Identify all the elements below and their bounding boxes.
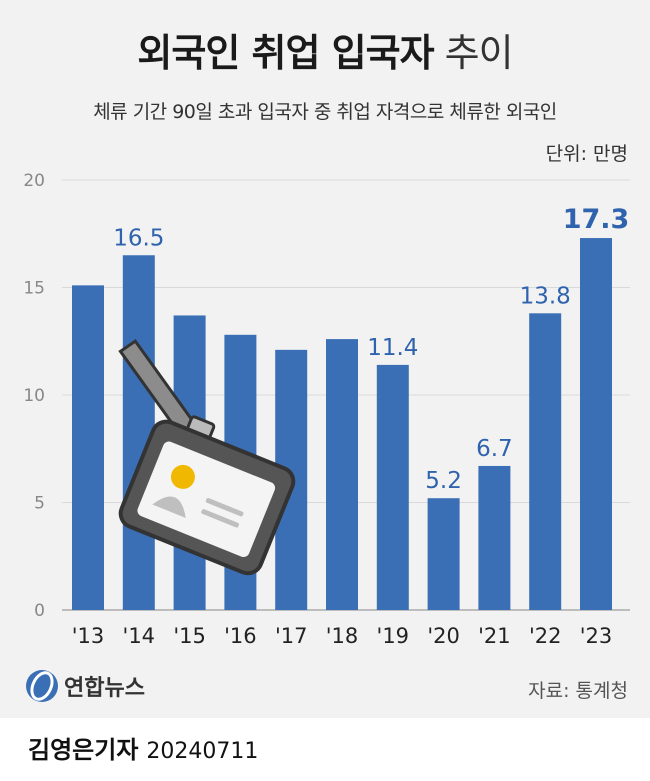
x-tick-label: '21 [478, 624, 511, 648]
bar-8 [478, 465, 511, 610]
yonhap-logo: 연합뉴스 [24, 666, 145, 706]
data-label: 17.3 [563, 204, 630, 235]
id-badge-illustration [118, 339, 296, 576]
x-tick-label: '23 [580, 624, 613, 648]
bar-0 [72, 285, 104, 610]
data-label: 13.8 [520, 283, 571, 309]
x-tick-label: '20 [427, 624, 460, 648]
publish-date: 20240711 [146, 739, 259, 764]
data-label: 11.4 [367, 335, 418, 361]
y-tick-label: 0 [34, 601, 45, 621]
bar-9 [529, 313, 562, 610]
y-tick-label: 15 [23, 279, 45, 299]
title-main: 외국인 취업 입국자 [137, 31, 434, 75]
reporter-name: 김영은기자 [28, 736, 139, 764]
source-label: 자료: 통계청 [528, 680, 628, 702]
bar-7 [427, 498, 460, 610]
logo-text: 연합뉴스 [64, 676, 145, 701]
reporter-credit: 김영은기자 20240711 [28, 730, 258, 765]
x-tick-label: '19 [377, 624, 410, 648]
person-body-icon [152, 496, 186, 518]
chart-title: 외국인 취업 입국자 추이 [0, 22, 650, 77]
badge-text-line [201, 509, 239, 528]
bar-5 [326, 339, 358, 610]
y-tick-label: 5 [34, 494, 45, 514]
x-tick-label: '13 [72, 624, 105, 648]
data-label: 5.2 [425, 468, 462, 494]
bar-10 [580, 238, 612, 611]
x-tick-label: '22 [529, 624, 562, 648]
x-tick-label: '17 [275, 624, 308, 648]
x-tick-label: '15 [173, 624, 206, 648]
bar-6 [376, 364, 409, 610]
title-light: 추이 [433, 31, 514, 75]
x-tick-label: '18 [326, 624, 359, 648]
y-tick-label: 20 [23, 171, 45, 191]
footer: 김영은기자 20240711 [0, 718, 650, 781]
y-tick-label: 10 [23, 386, 45, 406]
bar-1 [122, 255, 155, 610]
yonhap-logo-icon [26, 670, 58, 702]
bar-chart: 0 5 10 15 20 '13 '14 16.5 '15 '16 '17 '18 '19 11.4 '20… [23, 171, 630, 648]
x-tick-label: '14 [123, 624, 156, 648]
data-label: 6.7 [476, 436, 513, 462]
badge-text-line [205, 498, 244, 517]
chart-subtitle: 체류 기간 90일 초과 입국자 중 취업 자격으로 체류한 외국인 [93, 101, 557, 123]
x-tick-label: '16 [224, 624, 257, 648]
person-head-icon [170, 464, 195, 489]
unit-label: 단위: 만명 [545, 143, 628, 165]
data-label: 16.5 [113, 225, 164, 251]
